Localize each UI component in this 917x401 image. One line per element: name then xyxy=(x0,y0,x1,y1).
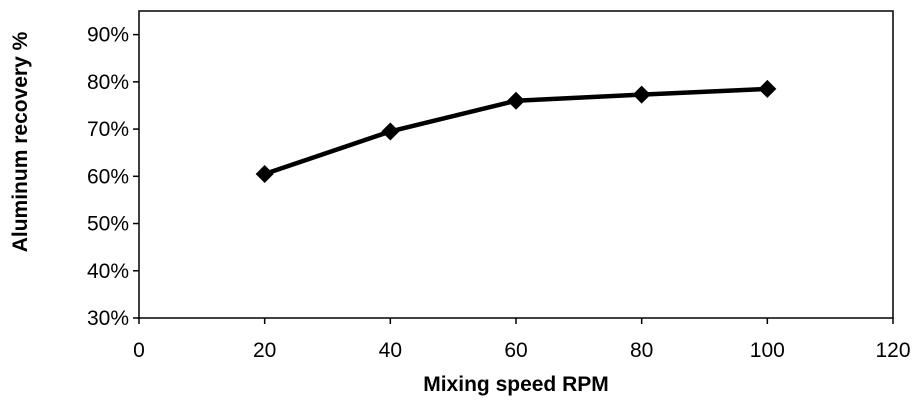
x-tick-label: 100 xyxy=(750,339,785,362)
x-tick-label: 40 xyxy=(379,339,402,362)
x-tick-label: 80 xyxy=(630,339,653,362)
y-tick-label: 70% xyxy=(87,118,129,141)
y-tick-label: 60% xyxy=(87,165,129,188)
y-tick-label: 40% xyxy=(87,260,129,283)
data-point-marker xyxy=(256,165,274,183)
y-tick-label: 30% xyxy=(87,307,129,330)
plot-area-frame xyxy=(139,11,893,318)
x-axis-title: Mixing speed RPM xyxy=(423,373,609,396)
y-axis-title: Aluminum recovery % xyxy=(9,31,32,252)
data-point-marker xyxy=(633,86,651,104)
x-axis-ticks: 0 20 40 60 80 100 120 xyxy=(133,318,910,362)
x-tick-label: 20 xyxy=(253,339,276,362)
y-axis-ticks: 30% 40% 50% 60% 70% 80% 90% xyxy=(87,24,139,330)
series-layer xyxy=(256,80,777,183)
y-tick-label: 80% xyxy=(87,71,129,94)
data-point-marker xyxy=(507,92,525,110)
data-point-marker xyxy=(758,80,776,98)
x-tick-label: 120 xyxy=(875,339,910,362)
y-tick-label: 50% xyxy=(87,213,129,236)
y-tick-label: 90% xyxy=(87,24,129,47)
x-tick-label: 0 xyxy=(133,339,145,362)
data-point-marker xyxy=(381,122,399,140)
x-tick-label: 60 xyxy=(504,339,527,362)
